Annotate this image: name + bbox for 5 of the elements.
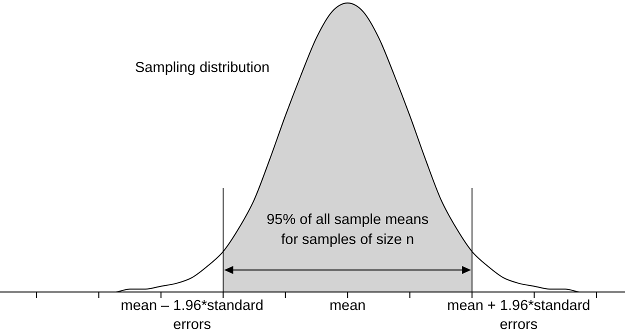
x-tick-label: mean – 1.96*standard errors [120, 298, 264, 332]
x-tick-label: mean [329, 298, 366, 314]
annotation: 95% of all sample means for samples of size n [266, 212, 429, 248]
x-tick-label: mean + 1.96*standard errors [447, 298, 590, 332]
annotation: Sampling distribution [135, 60, 270, 76]
